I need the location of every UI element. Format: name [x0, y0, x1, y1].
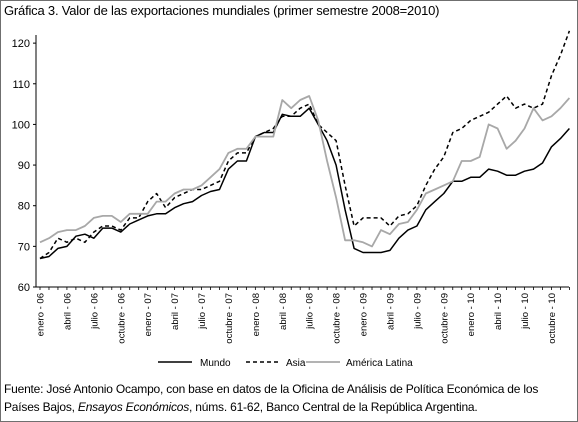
x-tick-label: abril - 10 — [493, 293, 504, 330]
legend-label: América Latina — [346, 358, 413, 369]
x-tick-label: enero - 09 — [359, 293, 370, 336]
x-tick-label: enero - 08 — [251, 293, 262, 336]
source-note: Fuente: José Antonio Ocampo, con base en… — [4, 380, 572, 416]
x-tick-label: octubre - 08 — [332, 293, 343, 344]
x-tick-label: julio - 09 — [412, 293, 423, 330]
source-suffix: , núms. 61-62, Banco Central de la Repúb… — [189, 400, 478, 414]
source-italic: Ensayos Económicos — [77, 400, 190, 414]
x-tick-label: octubre - 10 — [547, 293, 558, 344]
x-tick-label: octubre - 07 — [224, 293, 235, 344]
legend-label: Mundo — [200, 358, 231, 369]
x-tick-label: octubre - 06 — [116, 293, 127, 344]
x-tick-label: enero - 06 — [36, 293, 47, 336]
y-tick-label: 90 — [18, 160, 30, 172]
y-tick-label: 110 — [12, 79, 30, 91]
x-tick-label: julio - 07 — [197, 293, 208, 330]
chart-title: Gráfica 3. Valor de las exportaciones mu… — [4, 3, 440, 18]
x-tick-label: enero - 10 — [466, 293, 477, 336]
y-tick-label: 60 — [18, 282, 30, 294]
x-tick-label: abril - 06 — [62, 293, 73, 330]
x-tick-label: julio - 06 — [89, 293, 100, 330]
y-tick-label: 120 — [12, 38, 30, 50]
legend-label: Asia — [286, 358, 306, 369]
y-tick-label: 100 — [12, 119, 30, 131]
x-tick-label: julio - 08 — [305, 293, 316, 330]
x-tick-label: abril - 09 — [385, 293, 396, 330]
source-prefix: Fuente: José Antonio Ocampo, con base en… — [4, 382, 539, 414]
series-line-américa-latina — [39, 95, 571, 248]
x-tick-label: abril - 07 — [170, 293, 181, 330]
y-tick-label: 80 — [18, 201, 30, 213]
x-tick-label: julio - 10 — [520, 293, 531, 330]
x-tick-label: abril - 08 — [278, 293, 289, 330]
y-tick-label: 70 — [18, 241, 30, 253]
series-line-mundo — [39, 107, 570, 260]
series-line-asia — [39, 30, 571, 260]
x-tick-label: octubre - 09 — [439, 293, 450, 344]
line-chart: 60 70 80 90 100 110 120 enero - 06 abril - 06 jul… — [12, 30, 571, 369]
x-tick-label: enero - 07 — [143, 293, 154, 336]
